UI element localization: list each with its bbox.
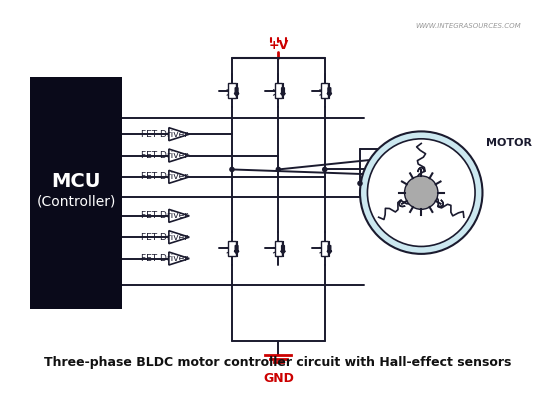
Circle shape: [360, 131, 482, 254]
Text: FET Driver: FET Driver: [141, 254, 188, 263]
Circle shape: [367, 139, 475, 246]
Text: FET Driver: FET Driver: [141, 211, 188, 220]
Polygon shape: [169, 128, 189, 140]
Polygon shape: [169, 209, 189, 222]
FancyBboxPatch shape: [228, 241, 236, 256]
FancyArrow shape: [327, 88, 332, 96]
FancyBboxPatch shape: [228, 83, 236, 98]
Text: FET Driver: FET Driver: [141, 130, 188, 139]
Text: +V: +V: [268, 39, 289, 52]
Circle shape: [322, 167, 327, 172]
FancyArrow shape: [327, 246, 332, 254]
FancyBboxPatch shape: [29, 77, 123, 308]
Text: GND: GND: [263, 372, 294, 385]
Polygon shape: [169, 231, 189, 244]
Circle shape: [357, 181, 363, 186]
FancyBboxPatch shape: [321, 241, 329, 256]
Polygon shape: [169, 252, 189, 265]
Circle shape: [276, 167, 281, 172]
FancyBboxPatch shape: [275, 241, 282, 256]
Text: MOTOR: MOTOR: [486, 139, 532, 148]
Polygon shape: [169, 170, 189, 183]
Text: Three-phase BLDC motor controller circuit with Hall-effect sensors: Three-phase BLDC motor controller circui…: [44, 356, 511, 369]
Text: MCU: MCU: [51, 172, 101, 191]
Text: FET Driver: FET Driver: [141, 172, 188, 181]
FancyArrow shape: [281, 88, 285, 96]
Text: WWW.INTEGRASOURCES.COM: WWW.INTEGRASOURCES.COM: [416, 23, 522, 29]
FancyArrow shape: [234, 88, 239, 96]
Polygon shape: [169, 149, 189, 162]
FancyArrow shape: [281, 246, 285, 254]
Text: (Controller): (Controller): [37, 195, 116, 209]
Text: FET Driver: FET Driver: [141, 233, 188, 242]
Circle shape: [229, 167, 235, 172]
FancyBboxPatch shape: [321, 83, 329, 98]
Circle shape: [405, 176, 438, 209]
FancyBboxPatch shape: [275, 83, 282, 98]
FancyArrow shape: [234, 246, 239, 254]
Text: FET Driver: FET Driver: [141, 151, 188, 160]
